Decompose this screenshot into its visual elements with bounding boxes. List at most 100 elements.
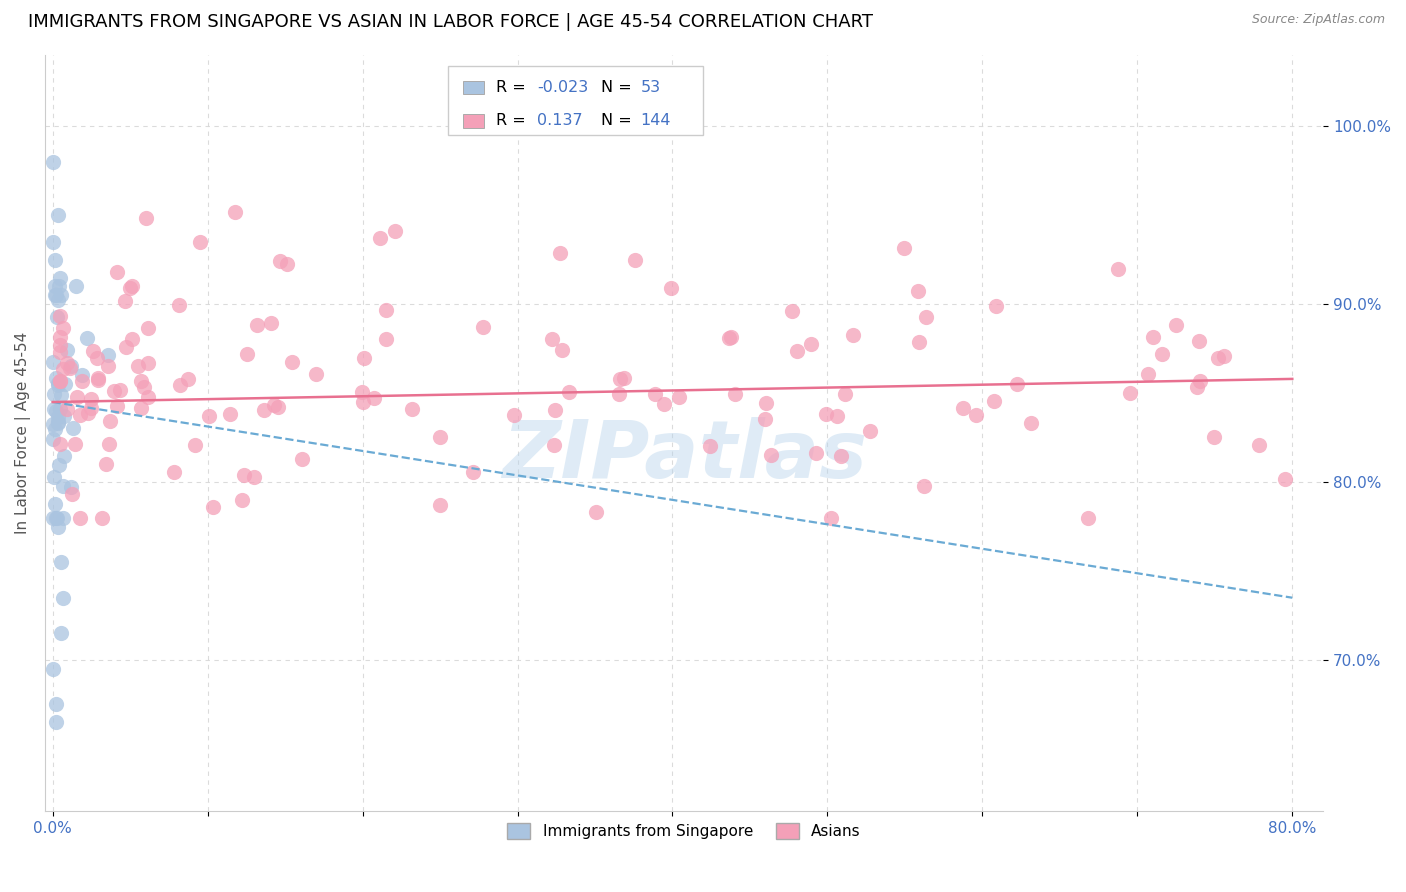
Point [105,400,128,414]
Point [65,436,87,450]
Point [375,302,398,317]
Point [290,452,312,467]
Point [46,378,69,392]
Point [42,235,65,249]
Point [652,397,675,411]
Point [129,374,152,388]
Point [51,626,73,640]
Point [1247,438,1270,452]
Point [103,384,125,399]
Point [49,330,72,344]
Text: Source: ZipAtlas.com: Source: ZipAtlas.com [1251,13,1385,27]
Text: R =: R = [496,113,526,128]
Bar [463,114,484,128]
Text: N =: N = [600,113,631,128]
Point [1189,374,1212,388]
Point [720,329,742,343]
Point [42,433,65,447]
Point [114,294,136,309]
Point [952,401,974,415]
Point [800,337,823,351]
Point [80,401,103,415]
Point [1185,380,1208,394]
Point [44,497,66,511]
Point [754,411,776,425]
Point [44,422,66,436]
Point [121,332,143,346]
Point [52,510,75,524]
Point [100,414,122,428]
Point [46,410,69,425]
Y-axis label: In Labor Force | Age 45-54: In Labor Force | Age 45-54 [15,332,31,534]
Point [45,371,67,385]
Point [44,288,66,302]
Point [429,430,451,444]
Point [1118,386,1140,401]
Point [859,424,882,438]
Point [263,398,285,412]
Point [1142,330,1164,344]
Point [429,498,451,512]
Point [965,408,987,422]
Point [558,385,581,400]
Point [51,388,73,402]
Point [46,519,69,533]
Point [52,479,75,493]
Point [893,241,915,255]
Point [49,270,72,285]
Point [352,395,374,409]
Point [202,500,225,515]
Point [198,409,221,424]
Point [269,254,291,268]
Point [62,421,84,435]
Point [815,407,838,421]
Bar [463,81,484,95]
Point [65,279,87,293]
Point [127,359,149,374]
Text: 144: 144 [641,113,671,128]
Point [232,468,254,483]
Point [56,356,79,370]
Point [44,387,66,401]
Point [550,343,572,357]
Point [69,408,91,422]
Point [135,211,157,225]
Point [121,279,143,293]
Point [825,409,848,423]
Point [1005,376,1028,391]
Point [724,386,747,401]
Point [42,154,65,169]
Point [543,438,565,452]
Text: ZIPatlas: ZIPatlas [502,417,866,495]
Point [79,392,101,406]
Point [661,281,683,295]
Point [87,373,110,387]
Point [374,332,396,346]
Point [49,374,72,388]
Point [42,417,65,431]
Point [44,279,66,293]
Point [914,310,936,324]
Point [281,355,304,369]
Point [401,402,423,417]
Point [105,265,128,279]
Point [162,465,184,479]
Point [46,510,69,524]
Point [585,505,607,519]
Point [66,390,89,404]
Text: 0.137: 0.137 [537,113,582,128]
Point [45,510,67,524]
Point [218,408,240,422]
Point [759,448,782,462]
Point [188,235,211,250]
Point [267,400,290,414]
Point [907,284,929,298]
Point [370,231,392,245]
Point [49,338,72,352]
Point [48,417,70,431]
Point [353,351,375,366]
Point [1202,430,1225,444]
Point [1136,367,1159,381]
Point [780,303,803,318]
Point [243,470,266,484]
